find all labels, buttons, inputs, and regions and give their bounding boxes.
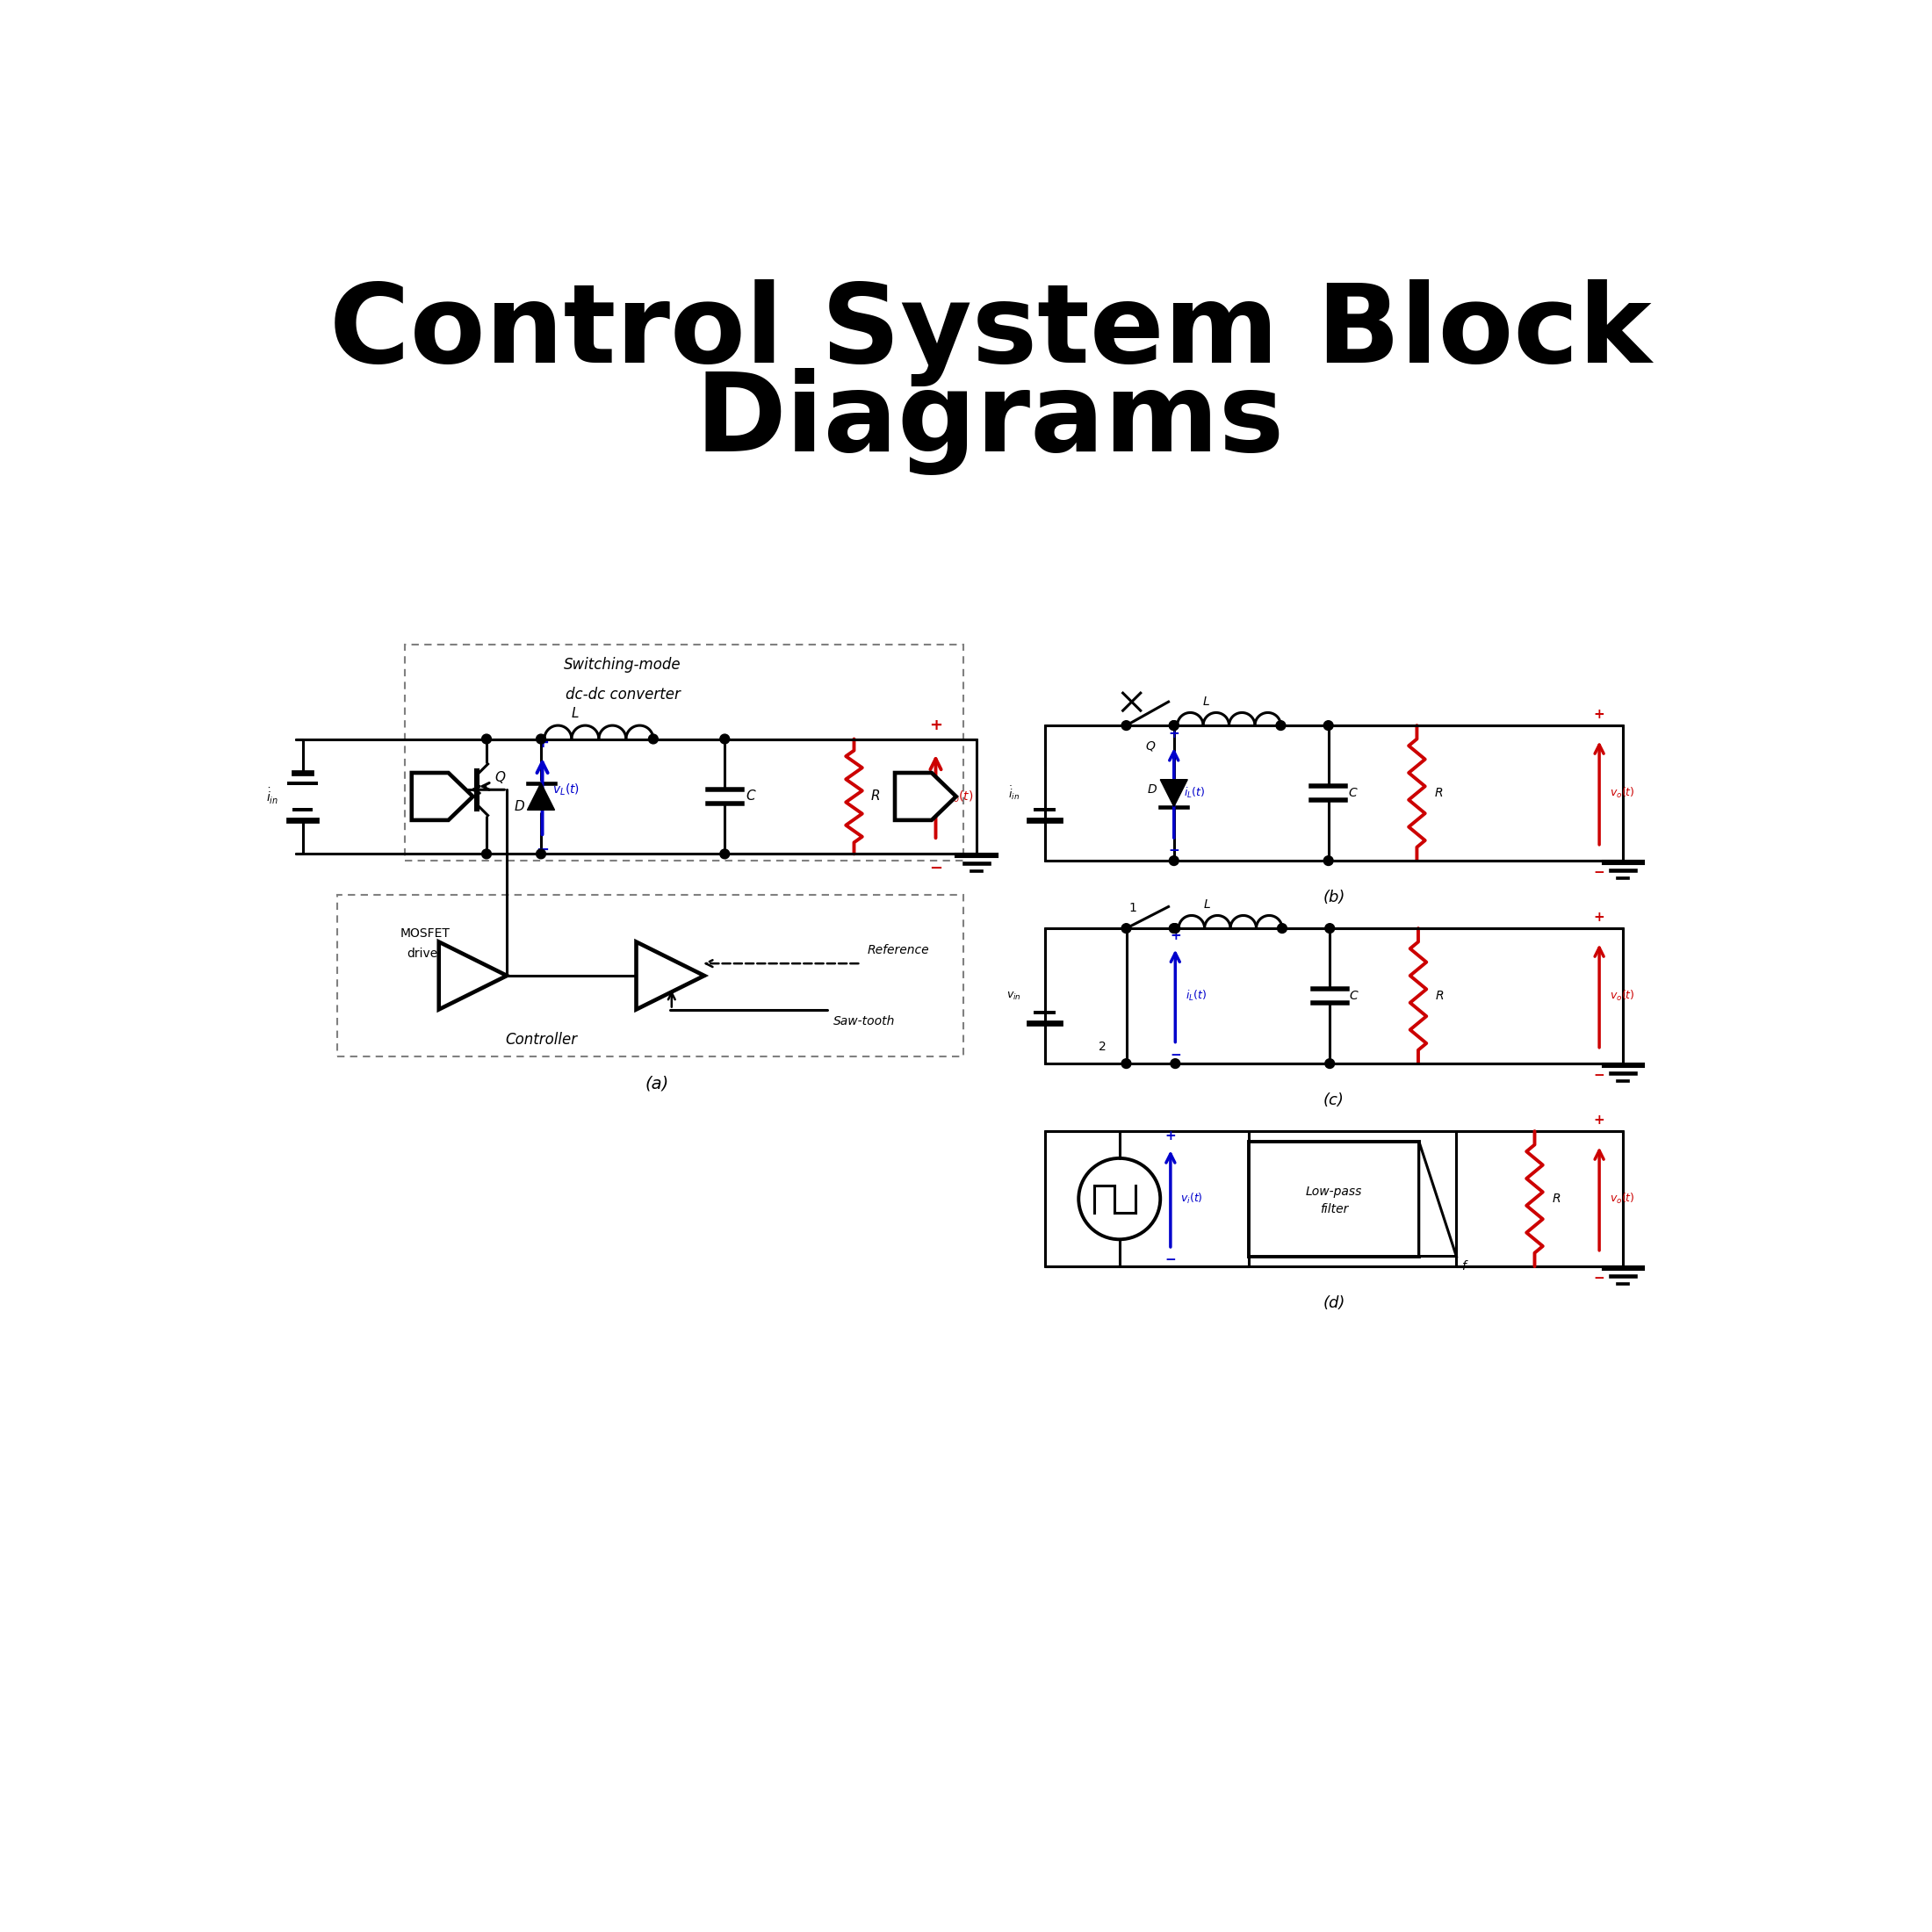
Text: −: −: [1169, 1049, 1180, 1063]
Text: −: −: [929, 862, 943, 877]
Text: R: R: [1434, 786, 1443, 800]
Circle shape: [721, 734, 730, 744]
Circle shape: [1323, 856, 1333, 866]
Text: (b): (b): [1323, 891, 1345, 906]
Text: L: L: [1202, 696, 1209, 707]
Circle shape: [537, 734, 545, 744]
Text: +: +: [1594, 912, 1605, 923]
Circle shape: [481, 734, 491, 744]
Text: R: R: [1435, 989, 1445, 1003]
Text: −: −: [535, 842, 549, 858]
Text: Reference: Reference: [867, 945, 929, 956]
Text: f: f: [1461, 1260, 1464, 1273]
Text: Saw-tooth: Saw-tooth: [833, 1016, 895, 1028]
Text: +: +: [1169, 726, 1180, 740]
Text: driver: driver: [408, 949, 442, 960]
Circle shape: [1171, 923, 1180, 933]
Text: $\dot{i}_{in}$: $\dot{i}_{in}$: [1009, 784, 1020, 802]
Text: +: +: [1594, 1115, 1605, 1126]
Circle shape: [1325, 1059, 1335, 1068]
Polygon shape: [895, 773, 956, 819]
Text: (c): (c): [1323, 1094, 1345, 1109]
Text: L: L: [1204, 898, 1211, 910]
Text: +: +: [649, 956, 661, 970]
Text: C: C: [1349, 989, 1358, 1003]
Text: (a): (a): [645, 1076, 668, 1092]
Bar: [336, 895, 962, 1057]
Circle shape: [1169, 856, 1179, 866]
Circle shape: [1121, 923, 1130, 933]
Polygon shape: [527, 782, 554, 810]
Text: Control System Block: Control System Block: [328, 280, 1652, 386]
Text: 2: 2: [1099, 1041, 1107, 1053]
Text: +: +: [929, 719, 943, 734]
Text: +: +: [1165, 1130, 1177, 1142]
Text: +: +: [535, 734, 549, 750]
Text: $v_o(t)$: $v_o(t)$: [1609, 786, 1634, 800]
Text: +: +: [1594, 709, 1605, 721]
Text: −: −: [1594, 1068, 1605, 1082]
Circle shape: [721, 850, 730, 858]
Polygon shape: [412, 773, 473, 819]
Text: −: −: [1594, 1271, 1605, 1285]
Circle shape: [1275, 721, 1285, 730]
Text: Q: Q: [1146, 740, 1155, 752]
Polygon shape: [439, 943, 506, 1009]
Polygon shape: [1418, 1142, 1457, 1256]
Circle shape: [649, 734, 659, 744]
Text: $v_o(t)$: $v_o(t)$: [1609, 1192, 1634, 1206]
Text: Q: Q: [495, 771, 504, 784]
Circle shape: [1171, 1059, 1180, 1068]
Text: $v_o(t)$: $v_o(t)$: [1609, 989, 1634, 1003]
Text: filter: filter: [1320, 1204, 1349, 1215]
Circle shape: [1169, 721, 1179, 730]
Text: $v_L(t)$: $v_L(t)$: [553, 782, 580, 798]
Text: D: D: [1148, 784, 1157, 796]
Circle shape: [1277, 923, 1287, 933]
Text: C: C: [1349, 786, 1356, 800]
Text: −: −: [1169, 844, 1180, 858]
Text: Switching-mode: Switching-mode: [564, 657, 682, 672]
Text: D: D: [514, 800, 524, 813]
Text: $i_L(t)$: $i_L(t)$: [1184, 786, 1206, 800]
Text: −: −: [1594, 866, 1605, 879]
Circle shape: [1323, 721, 1333, 730]
Polygon shape: [636, 943, 705, 1009]
Polygon shape: [1161, 779, 1188, 808]
Text: 1: 1: [1128, 902, 1136, 914]
Text: $v_o(t)$: $v_o(t)$: [947, 788, 974, 804]
Bar: [1248, 1142, 1418, 1256]
Bar: [406, 645, 962, 862]
Text: L: L: [572, 707, 580, 721]
Text: MOSFET: MOSFET: [400, 927, 450, 939]
Circle shape: [1121, 1059, 1130, 1068]
Text: $v_i(t)$: $v_i(t)$: [1180, 1192, 1204, 1206]
Text: dc-dc converter: dc-dc converter: [566, 688, 680, 703]
Circle shape: [1169, 721, 1179, 730]
Text: Controller: Controller: [504, 1032, 578, 1047]
Text: $P_{in}$: $P_{in}$: [421, 790, 437, 804]
Text: +: +: [1169, 929, 1180, 943]
Circle shape: [1325, 923, 1335, 933]
Text: −: −: [649, 981, 661, 995]
Text: R: R: [871, 790, 881, 804]
Circle shape: [481, 850, 491, 858]
Text: −: −: [1165, 1252, 1177, 1265]
Circle shape: [1121, 721, 1130, 730]
Circle shape: [537, 850, 545, 858]
Text: C: C: [746, 790, 755, 804]
Text: $v_{in}$: $v_{in}$: [1007, 991, 1022, 1001]
Text: R: R: [1551, 1192, 1561, 1206]
Text: $i_L(t)$: $i_L(t)$: [1186, 989, 1208, 1003]
Text: $\dot{i}_{in}$: $\dot{i}_{in}$: [267, 786, 278, 806]
Text: Diagrams: Diagrams: [696, 367, 1285, 475]
Text: (d): (d): [1323, 1296, 1345, 1312]
Text: $P_o$: $P_o$: [902, 790, 918, 804]
Text: Low-pass: Low-pass: [1306, 1186, 1362, 1198]
Circle shape: [1169, 923, 1179, 933]
